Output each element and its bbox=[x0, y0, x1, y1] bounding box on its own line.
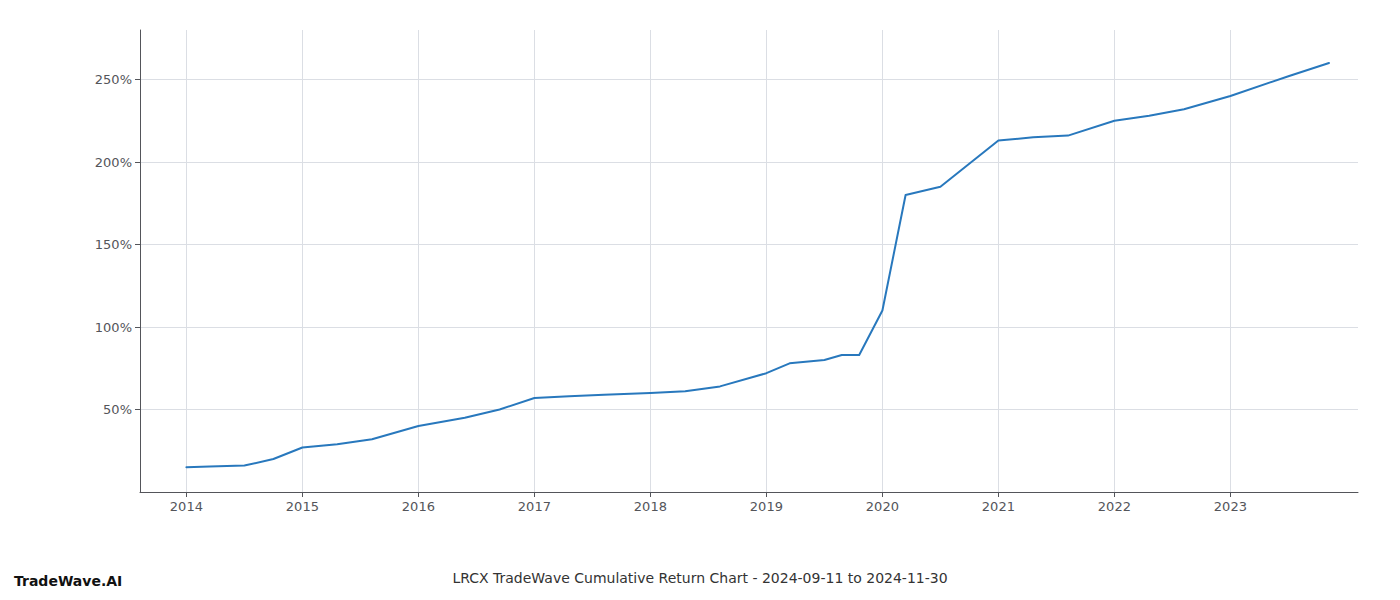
svg-text:250%: 250% bbox=[95, 72, 132, 87]
svg-text:2019: 2019 bbox=[750, 499, 783, 514]
svg-text:LRCX TradeWave Cumulative Retu: LRCX TradeWave Cumulative Return Chart -… bbox=[452, 570, 947, 586]
svg-text:2017: 2017 bbox=[518, 499, 551, 514]
svg-text:2018: 2018 bbox=[634, 499, 667, 514]
svg-text:2021: 2021 bbox=[982, 499, 1015, 514]
svg-text:2022: 2022 bbox=[1098, 499, 1131, 514]
svg-text:150%: 150% bbox=[95, 237, 132, 252]
svg-text:2016: 2016 bbox=[402, 499, 435, 514]
svg-text:100%: 100% bbox=[95, 320, 132, 335]
svg-text:2015: 2015 bbox=[286, 499, 319, 514]
svg-text:2014: 2014 bbox=[170, 499, 203, 514]
svg-text:50%: 50% bbox=[103, 402, 132, 417]
svg-text:2023: 2023 bbox=[1214, 499, 1247, 514]
svg-text:TradeWave.AI: TradeWave.AI bbox=[14, 573, 122, 589]
svg-text:2020: 2020 bbox=[866, 499, 899, 514]
svg-text:200%: 200% bbox=[95, 155, 132, 170]
